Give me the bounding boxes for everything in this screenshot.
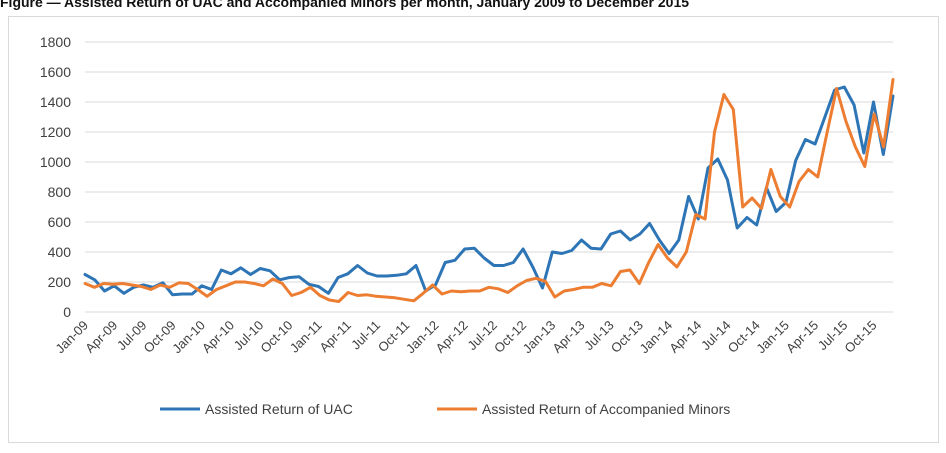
y-tick-label: 1600 [40, 64, 71, 80]
bottom-strip [0, 446, 946, 453]
x-tick-label: Apr-10 [199, 318, 237, 356]
gridlines [85, 41, 893, 313]
x-tick-label: Apr-11 [316, 318, 354, 356]
legend-label-uac: Assisted Return of UAC [205, 401, 353, 417]
x-tick-label: Jan-13 [520, 318, 559, 357]
x-tick-label: Oct-15 [841, 318, 879, 356]
chart-area [8, 16, 939, 443]
legend-label-accompanied: Assisted Return of Accompanied Minors [482, 401, 730, 417]
x-tick-label: Jan-10 [169, 318, 208, 357]
x-axis-ticks: Jan-09Apr-09Jul-09Oct-09Jan-10Apr-10Jul-… [52, 318, 879, 357]
x-tick-label: Apr-12 [433, 318, 471, 356]
y-axis-ticks: 0 200 400 600 800 1000 1200 1400 1600 1800 [40, 34, 71, 320]
series-lines [83, 78, 895, 303]
x-tick-label: Jan-15 [753, 318, 792, 357]
x-tick-label: Apr-09 [82, 318, 120, 356]
series-line-accompanied [83, 78, 895, 303]
x-tick-label: Jan-14 [637, 318, 676, 357]
y-tick-label: 200 [48, 274, 72, 290]
x-tick-label: Apr-15 [783, 318, 821, 356]
x-tick-label: Jan-12 [403, 318, 442, 357]
x-tick-label: Jan-09 [52, 318, 91, 357]
x-tick-label: Jan-11 [287, 318, 325, 356]
x-tick-label: Apr-14 [666, 318, 704, 356]
y-tick-label: 1800 [40, 34, 71, 50]
y-tick-label: 1200 [40, 124, 71, 140]
y-tick-label: 600 [48, 214, 72, 230]
y-tick-label: 400 [48, 244, 72, 260]
x-tick-label: Oct-10 [257, 318, 295, 356]
y-tick-label: 1400 [40, 94, 71, 110]
series-line-uac [83, 85, 895, 297]
x-tick-label: Apr-13 [549, 318, 587, 356]
y-tick-label: 0 [63, 304, 71, 320]
y-tick-label: 800 [48, 184, 72, 200]
legend: Assisted Return of UAC Assisted Return o… [160, 401, 730, 417]
y-tick-label: 1000 [40, 154, 71, 170]
figure-caption: Figure — Assisted Return of UAC and Acco… [0, 0, 690, 10]
